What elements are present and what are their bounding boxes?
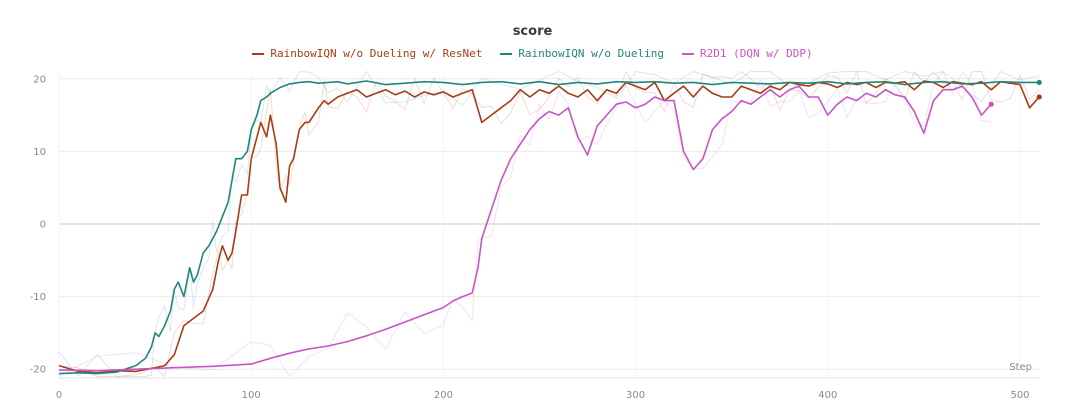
series-line-no-dueling[interactable] <box>58 80 1040 375</box>
legend-swatch-no-dueling <box>500 52 513 55</box>
legend-label-no-dueling: RainbowIQN w/o Dueling <box>518 47 665 60</box>
y-tick-label: 10 <box>33 147 46 158</box>
series-line-r2d1-end-point[interactable] <box>988 101 994 107</box>
y-tick-label: 20 <box>33 74 46 85</box>
legend-swatch-resnet <box>252 52 265 55</box>
legend-item-r2d1[interactable]: R2D1 (DQN w/ DDP) <box>682 47 813 60</box>
series-line-resnet-end-point[interactable] <box>1036 94 1042 100</box>
legend-item-no-dueling[interactable]: RainbowIQN w/o Dueling <box>500 47 664 60</box>
x-tick-label: 300 <box>626 390 645 401</box>
chart-legend: RainbowIQN w/o Dueling w/ ResNet Rainbow… <box>0 47 1065 60</box>
series-line-r2d1[interactable] <box>58 85 992 372</box>
x-tick-label: 400 <box>818 390 837 401</box>
legend-label-r2d1: R2D1 (DQN w/ DDP) <box>700 47 813 60</box>
x-tick-label: 200 <box>434 390 453 401</box>
y-tick-label: 0 <box>40 220 46 231</box>
legend-swatch-r2d1 <box>682 52 695 55</box>
series-line-r2d1-raw <box>58 70 992 378</box>
x-axis-label: Step <box>1009 362 1032 373</box>
series-line-resnet[interactable] <box>58 80 1040 374</box>
series-line-no-dueling-end-point[interactable] <box>1036 79 1042 86</box>
y-tick-label: -10 <box>30 292 46 303</box>
legend-label-resnet: RainbowIQN w/o Dueling w/ ResNet <box>270 47 483 60</box>
x-tick-label: 500 <box>1010 390 1029 401</box>
x-tick-label: 100 <box>242 390 261 401</box>
chart-title: score <box>512 24 553 39</box>
legend-item-resnet[interactable]: RainbowIQN w/o Dueling w/ ResNet <box>252 47 482 60</box>
y-tick-label: -20 <box>30 365 46 376</box>
x-tick-label: 0 <box>56 390 62 401</box>
